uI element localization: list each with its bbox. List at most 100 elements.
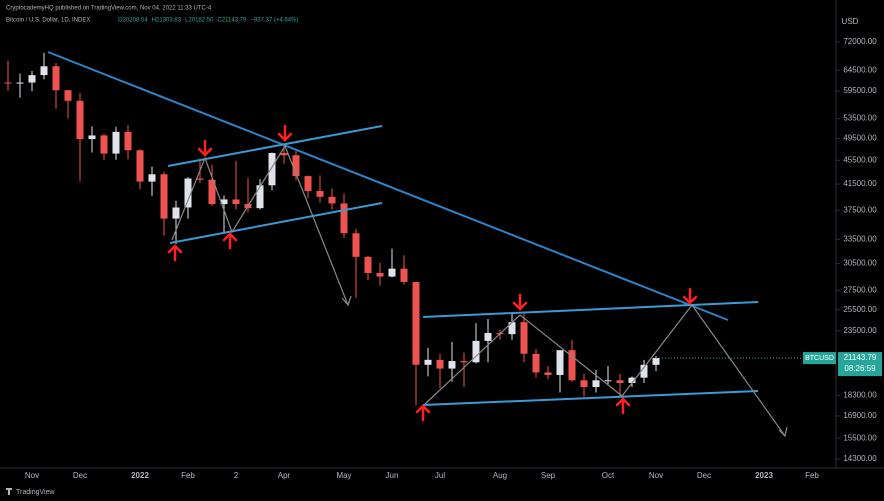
x-tick-label: Jul [435, 471, 445, 480]
candle-body [652, 358, 660, 365]
candle-body [136, 150, 144, 182]
candle-body [508, 322, 516, 335]
up-arrow [167, 244, 183, 262]
publisher: CryptocademyHQ published on TradingView.… [6, 6, 212, 12]
x-tick-label: Apr [278, 471, 291, 480]
candle-body [544, 372, 552, 376]
candle-body [184, 178, 192, 208]
candle-body [388, 268, 396, 277]
candle-body [292, 155, 300, 177]
down-arrow [512, 293, 528, 311]
candle-body [556, 350, 564, 376]
x-tick-label: Dec [73, 471, 87, 480]
projection-path [171, 144, 349, 306]
candle-body [460, 361, 468, 363]
y-tick-label: 37500.00 [843, 205, 877, 214]
up-arrow [615, 397, 631, 415]
candle-body [352, 233, 360, 257]
channel-line [422, 301, 759, 318]
down-arrow [682, 287, 698, 305]
down-arrow [197, 139, 213, 157]
x-tick-label: May [336, 471, 351, 480]
brand: TradingView [16, 489, 55, 496]
plot-area [4, 52, 836, 406]
quote-value: L20182.50 [185, 18, 214, 24]
symbol-tag-bg [803, 352, 836, 365]
candle-body [316, 190, 324, 197]
candle-body [628, 377, 636, 383]
x-tick-label: Nov [649, 471, 663, 480]
price-tag: 21143.79 [844, 353, 877, 362]
quote-value: O20208.54 [118, 18, 148, 24]
candle-body [64, 90, 72, 101]
candle-body [52, 66, 60, 91]
y-tick-label: 64500.00 [843, 65, 877, 74]
candle-body [76, 100, 84, 140]
y-tick-label: 33500.00 [843, 234, 877, 243]
candle-body [448, 361, 456, 369]
channel-line [169, 202, 383, 244]
candle-body [592, 380, 600, 388]
x-tick-label: Oct [602, 471, 615, 480]
x-tick-label: 2 [234, 471, 239, 480]
candle-body [532, 353, 540, 373]
y-tick-label: 15500.00 [843, 433, 877, 442]
candle-body [256, 185, 264, 209]
candle-body [40, 66, 48, 76]
brand-logo [6, 488, 12, 495]
channel-line [167, 125, 383, 167]
candle-body [208, 179, 216, 205]
y-tick-label: 27500.00 [843, 285, 877, 294]
candle-body [124, 131, 132, 151]
candle-body [16, 82, 24, 84]
candle-body [580, 380, 588, 388]
y-tick-label: 41500.00 [843, 179, 877, 188]
x-tick-label: Feb [805, 471, 819, 480]
y-tick-label: 16900.00 [843, 411, 877, 420]
y-tick-label: 45500.00 [843, 155, 877, 164]
candle-body [160, 174, 168, 219]
candle-body [220, 199, 228, 205]
projection-path [424, 303, 786, 437]
y-tick-label: 53500.00 [843, 114, 877, 123]
x-tick-label: Nov [25, 471, 39, 480]
countdown: 08:26:59 [844, 364, 876, 373]
candle-body [640, 364, 648, 378]
candle-body [364, 256, 372, 274]
candle-body [436, 359, 444, 369]
y-tick-label: 59500.00 [843, 86, 877, 95]
y-tick-label: 14300.00 [843, 454, 877, 463]
x-tick-label: Aug [493, 471, 507, 480]
candle-body [568, 350, 576, 381]
candle-body [112, 131, 120, 154]
candle-body [520, 322, 528, 354]
candle-body [340, 203, 348, 234]
candle-body [412, 281, 420, 365]
quote-value: H21303.83 [152, 18, 182, 24]
candle-body [328, 196, 336, 204]
candle-body [616, 380, 624, 383]
candle-body [148, 174, 156, 182]
candle-body [400, 268, 408, 282]
x-tick-label: Feb [181, 471, 195, 480]
candle-body [100, 135, 108, 154]
chart-title: Bitcoin / U.S. Dollar, 1D, INDEX [6, 18, 90, 24]
candle-body [268, 153, 276, 186]
candle-body [28, 75, 36, 83]
arrow-head [341, 295, 788, 438]
quote-value: C21143.79 [217, 18, 247, 24]
x-tick-label: Jun [386, 471, 399, 480]
y-tick-label: 18300.00 [843, 390, 877, 399]
drawings [47, 51, 788, 438]
down-arrow [277, 124, 293, 142]
quote-value: −937.37 (+4.64%) [250, 18, 298, 24]
candle-body [196, 178, 204, 180]
candle-body [172, 207, 180, 219]
candle-body [88, 135, 96, 140]
candle-body [4, 82, 12, 84]
candle-body [424, 359, 432, 365]
markers [167, 124, 698, 422]
x-tick-label: Dec [697, 471, 711, 480]
